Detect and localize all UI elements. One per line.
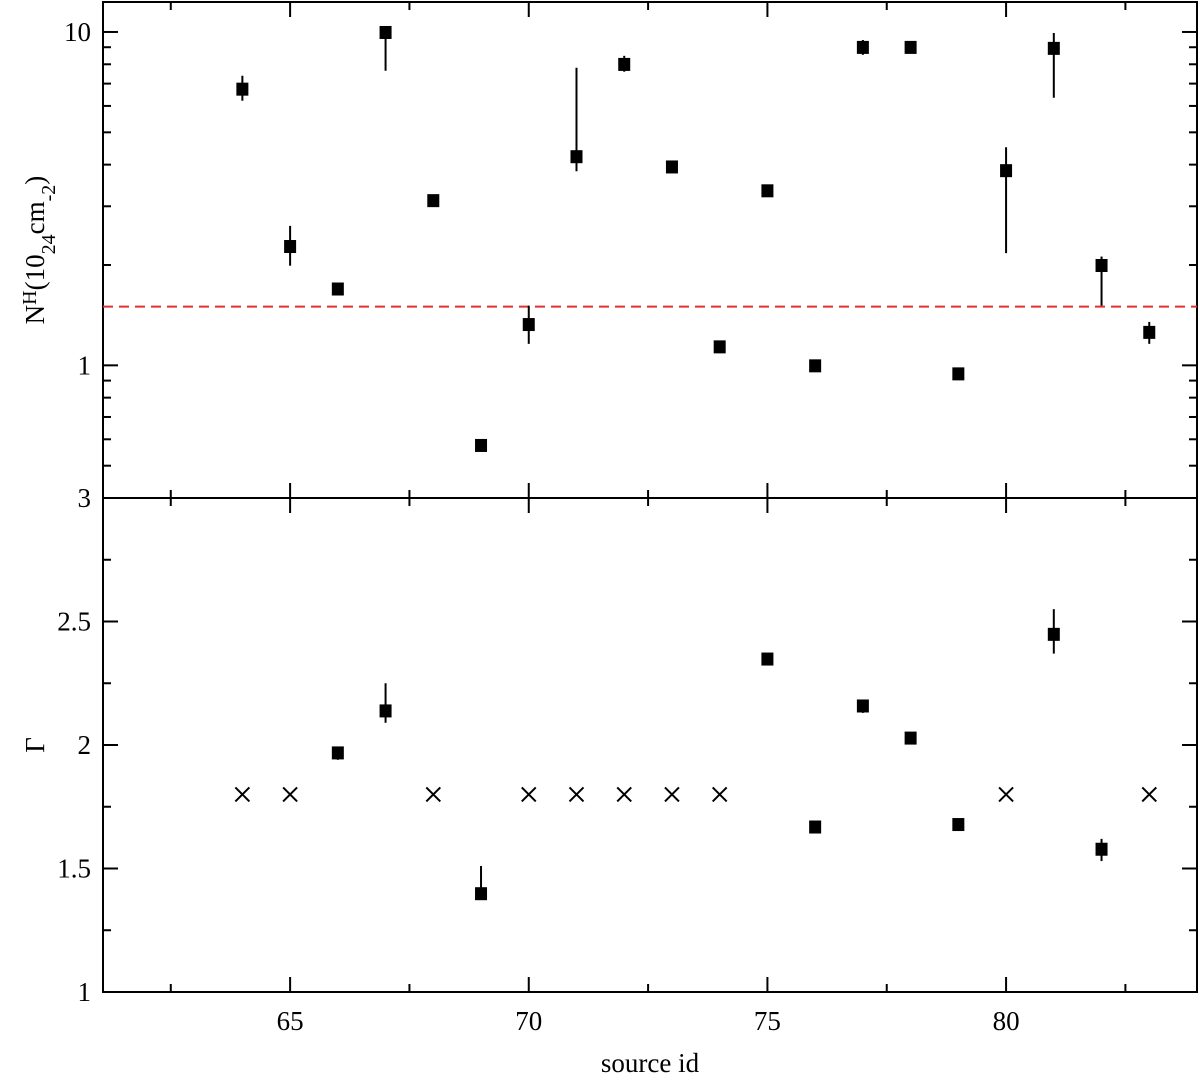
data-point: [761, 184, 774, 198]
data-point: [425, 786, 442, 803]
data-point: [904, 40, 917, 54]
data-point: [998, 786, 1014, 803]
plot-frame: [102, 1, 1198, 499]
y-tick-label: 3: [78, 483, 92, 513]
data-point: [282, 786, 298, 803]
data-point: [1047, 627, 1060, 641]
x-tick-label: 65: [277, 1006, 304, 1036]
data-point: [522, 318, 535, 332]
data-point: [234, 786, 251, 803]
data-point: [664, 786, 680, 803]
data-point: [570, 150, 583, 164]
x-tick-label: 80: [993, 1006, 1020, 1036]
data-point: [713, 340, 726, 354]
x-tick-label: 75: [754, 1006, 781, 1036]
data-point: [1047, 41, 1060, 55]
y-tick-label: 10: [64, 17, 91, 47]
data-point: [427, 194, 440, 208]
data-point: [665, 160, 678, 174]
data-point: [236, 82, 249, 96]
y-axis-label-part: H: [19, 290, 41, 304]
data-point: [1143, 325, 1156, 339]
data-point: [904, 731, 917, 745]
data-point: [618, 57, 631, 71]
data-point: [856, 40, 869, 54]
data-point: [856, 699, 869, 713]
y-axis-label-part: 24: [38, 234, 60, 254]
plot-frame: [102, 497, 1198, 993]
data-point: [379, 704, 392, 718]
data-point: [331, 746, 344, 760]
data-point: [1095, 842, 1108, 856]
y-axis-label-part: (10: [20, 254, 50, 290]
data-point: [475, 887, 488, 901]
y-axis-label-part: -2: [38, 185, 60, 202]
data-point: [809, 359, 822, 373]
y-tick-label: 1: [78, 977, 92, 1007]
data-point: [616, 786, 632, 803]
data-point: [284, 240, 297, 254]
data-point: [1141, 786, 1157, 803]
data-point: [711, 786, 728, 803]
x-axis-label: source id: [601, 1048, 700, 1078]
data-point: [809, 820, 822, 834]
y-axis-label: NH(1024cm-2): [19, 176, 60, 325]
x-tick-label: 70: [515, 1006, 542, 1036]
data-point: [379, 25, 392, 39]
data-point: [1095, 258, 1108, 272]
y-axis-label: Γ: [20, 737, 50, 753]
y-tick-label: 2: [78, 730, 92, 760]
data-point: [761, 652, 774, 666]
y-axis-label-part: N: [20, 305, 50, 325]
y-axis-label-part: ): [20, 176, 50, 185]
data-point: [568, 786, 585, 803]
y-tick-label: 2.5: [57, 607, 91, 637]
data-point: [331, 282, 344, 296]
y-tick-label: 1.5: [57, 854, 91, 884]
data-point: [521, 786, 537, 803]
data-point: [475, 438, 488, 452]
data-point: [952, 818, 965, 832]
y-tick-label: 1: [78, 350, 92, 380]
data-point: [952, 367, 965, 381]
y-axis-label-part: cm: [20, 201, 50, 234]
data-point: [1000, 164, 1013, 178]
